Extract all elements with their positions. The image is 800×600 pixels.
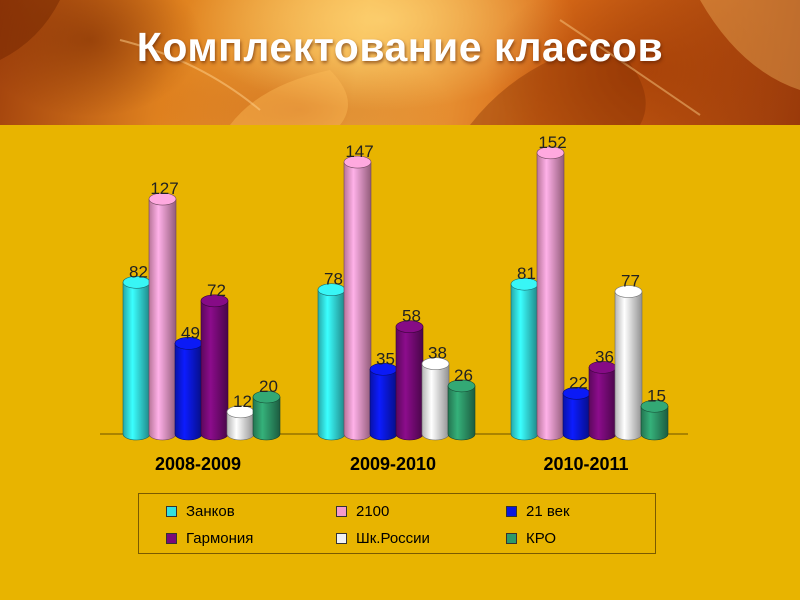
bar-cap xyxy=(421,357,450,371)
data-label: 72 xyxy=(207,281,226,300)
legend-swatch xyxy=(336,532,347,544)
legend-item-21-vek: 21 век xyxy=(506,502,570,520)
legend-swatch xyxy=(336,505,347,517)
legend-item-shk-rossii: Шк.России xyxy=(336,529,430,547)
legend-swatch xyxy=(506,532,517,544)
data-label: 58 xyxy=(402,307,421,326)
bar-cap xyxy=(252,390,281,404)
legend-swatch xyxy=(166,505,177,517)
bar-cap xyxy=(536,146,565,160)
data-label: 49 xyxy=(181,323,200,342)
bar-cap xyxy=(343,155,372,169)
legend-label: Занков xyxy=(186,502,235,520)
bar-Шк.России-2009-2010 xyxy=(421,363,450,441)
data-label: 147 xyxy=(345,142,373,161)
bar-КРО-2009-2010 xyxy=(447,385,476,441)
legend-label: Гармония xyxy=(186,529,254,547)
bar-2100-2009-2010 xyxy=(343,161,372,441)
data-label: 127 xyxy=(150,179,178,198)
x-tick-label: 2010-2011 xyxy=(543,454,628,474)
data-label: 35 xyxy=(376,349,395,368)
bar-Занков-2008-2009 xyxy=(122,282,151,441)
bar-21 век-2009-2010 xyxy=(369,368,398,441)
data-label: 20 xyxy=(259,377,278,396)
data-label: 22 xyxy=(569,373,588,392)
bar-cap xyxy=(614,285,643,298)
legend-item-zankov: Занков xyxy=(166,502,235,520)
bar-КРО-2010-2011 xyxy=(640,405,669,441)
bar-21 век-2010-2011 xyxy=(562,393,591,441)
legend-item-2100: 2100 xyxy=(336,502,390,520)
legend-swatch xyxy=(506,505,517,517)
data-label: 81 xyxy=(517,264,536,283)
legend-label: 2100 xyxy=(356,502,390,520)
bar-cap xyxy=(200,294,229,308)
bar-cap xyxy=(447,379,476,393)
legend-item-garmoniya: Гармония xyxy=(166,529,254,547)
data-label: 78 xyxy=(324,270,343,289)
bar-Занков-2010-2011 xyxy=(510,283,539,441)
legend-label: КРО xyxy=(526,529,557,547)
page-title: Комплектование классов xyxy=(136,24,664,70)
autumn-leaves-banner xyxy=(0,0,800,125)
bar-cap xyxy=(640,399,669,413)
bar-Гармония-2009-2010 xyxy=(395,326,424,441)
bar-Гармония-2008-2009 xyxy=(200,300,229,441)
data-label: 82 xyxy=(129,262,148,281)
bar-21 век-2008-2009 xyxy=(174,343,203,441)
x-tick-label: 2009-2010 xyxy=(350,454,436,474)
bar-cap xyxy=(148,192,177,206)
data-label: 152 xyxy=(538,133,566,152)
legend-swatch xyxy=(166,532,177,544)
chart-legend: Занков 2100 21 век Гармония Шк.России КР… xyxy=(138,493,656,554)
bar-Шк.России-2010-2011 xyxy=(614,291,643,441)
bar-КРО-2008-2009 xyxy=(252,396,281,441)
x-tick-label: 2008-2009 xyxy=(155,454,241,474)
data-label: 77 xyxy=(621,272,640,291)
data-label: 15 xyxy=(647,386,666,405)
leaf-decoration xyxy=(0,0,800,125)
legend-item-kro: КРО xyxy=(506,529,557,547)
bar-2100-2010-2011 xyxy=(536,152,565,441)
data-label: 12 xyxy=(233,392,252,411)
data-label: 38 xyxy=(428,344,447,363)
bar-Занков-2009-2010 xyxy=(317,289,346,441)
legend-label: Шк.России xyxy=(356,529,430,547)
bar-Гармония-2010-2011 xyxy=(588,367,617,441)
data-label: 36 xyxy=(595,347,614,366)
bar-2100-2008-2009 xyxy=(148,198,177,441)
bar-cap xyxy=(395,320,424,334)
legend-label: 21 век xyxy=(526,502,570,520)
data-label: 26 xyxy=(454,366,473,385)
